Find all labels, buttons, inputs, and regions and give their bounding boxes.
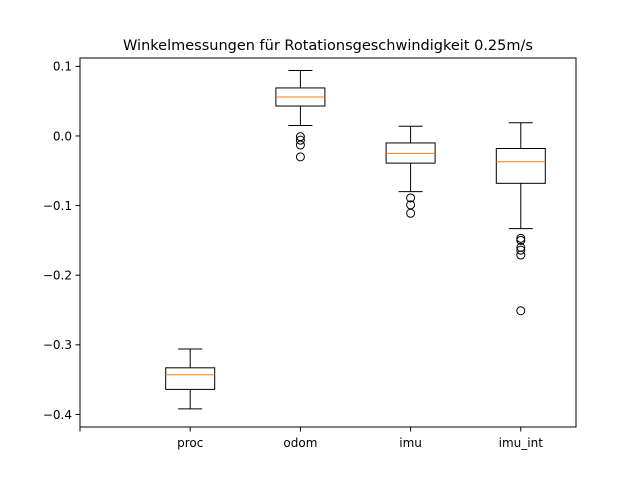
box-iqr [495,148,546,184]
y-tick-label: −0.4 [43,408,72,422]
outlier-point [516,233,526,243]
outlier-point [406,193,416,203]
outlier-point [295,140,305,150]
chart-title: Winkelmessungen für Rotationsgeschwindig… [123,38,533,54]
x-tick-label: proc [177,436,203,450]
outlier-point [516,250,526,260]
box-iqr [165,367,216,390]
outlier-point [516,306,526,316]
plot-area: 0.1 0.0 −0.1 −0.2 −0.3 −0.4 proc odom imu imu_int [43,57,577,450]
y-tick-label: −0.2 [43,269,72,283]
axes-frame [79,57,577,428]
x-tick-label: imu [399,436,422,450]
y-tick-label: 0.1 [53,60,72,74]
y-tick-label: −0.3 [43,338,72,352]
outlier-point [516,245,526,255]
outlier-point [516,235,526,245]
x-tick-label: odom [283,436,317,450]
outlier-point [295,135,305,145]
outlier-point [406,208,416,218]
outlier-point [295,152,305,162]
y-tick-label: 0.0 [53,129,72,143]
y-tick-label: −0.1 [43,199,72,213]
x-tick-label: imu_int [499,436,544,450]
